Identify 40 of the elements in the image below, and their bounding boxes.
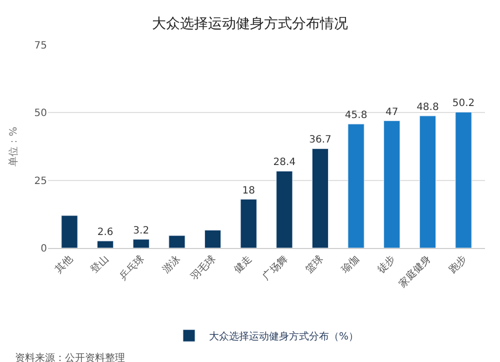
bar (312, 148, 329, 248)
y-tick-label: 0 (40, 244, 47, 254)
x-tick-label: 乒乓球 (117, 253, 147, 283)
y-tick-label: 75 (34, 40, 47, 52)
data-label: 28.4 (273, 157, 296, 168)
data-label: 45.8 (344, 110, 368, 122)
y-tick-label: 25 (34, 176, 47, 187)
x-tick-label: 游泳 (160, 253, 183, 276)
bar (240, 199, 257, 248)
bar (204, 230, 222, 248)
data-label: 18 (242, 185, 255, 196)
x-tick-label: 篮球 (303, 253, 326, 276)
bar (384, 120, 400, 248)
bar (348, 124, 364, 248)
bar (419, 116, 436, 248)
x-tick-label: 家庭健身 (396, 253, 434, 290)
bar (97, 240, 114, 248)
bar (132, 239, 150, 248)
y-axis-title: 单位：% (7, 126, 20, 166)
y-tick-label: 50 (34, 108, 47, 120)
x-tick-label: 广场舞 (260, 253, 290, 283)
x-tick-label: 徒步 (374, 253, 398, 276)
bar (455, 112, 472, 248)
data-label: 36.7 (309, 134, 332, 146)
data-label: 50.2 (452, 98, 475, 110)
data-label: 47 (386, 106, 398, 118)
x-tick-label: 瑜伽 (339, 253, 362, 276)
x-tick-label: 羽毛球 (188, 253, 218, 283)
x-tick-label: 登山 (88, 253, 111, 276)
bar (276, 170, 293, 248)
data-label: 2.6 (97, 226, 114, 238)
chart-title: 大众选择运动健身方式分布情况 (152, 16, 348, 32)
bar (168, 235, 186, 248)
legend-label: 大众选择运动健身方式分布（%） (209, 330, 359, 342)
bar (61, 215, 78, 248)
x-tick-label: 其他 (52, 253, 76, 276)
data-label: 3.2 (133, 225, 150, 236)
data-label: 48.8 (416, 102, 439, 113)
x-tick-label: 健走 (232, 253, 254, 276)
x-tick-label: 跑步 (446, 253, 470, 276)
